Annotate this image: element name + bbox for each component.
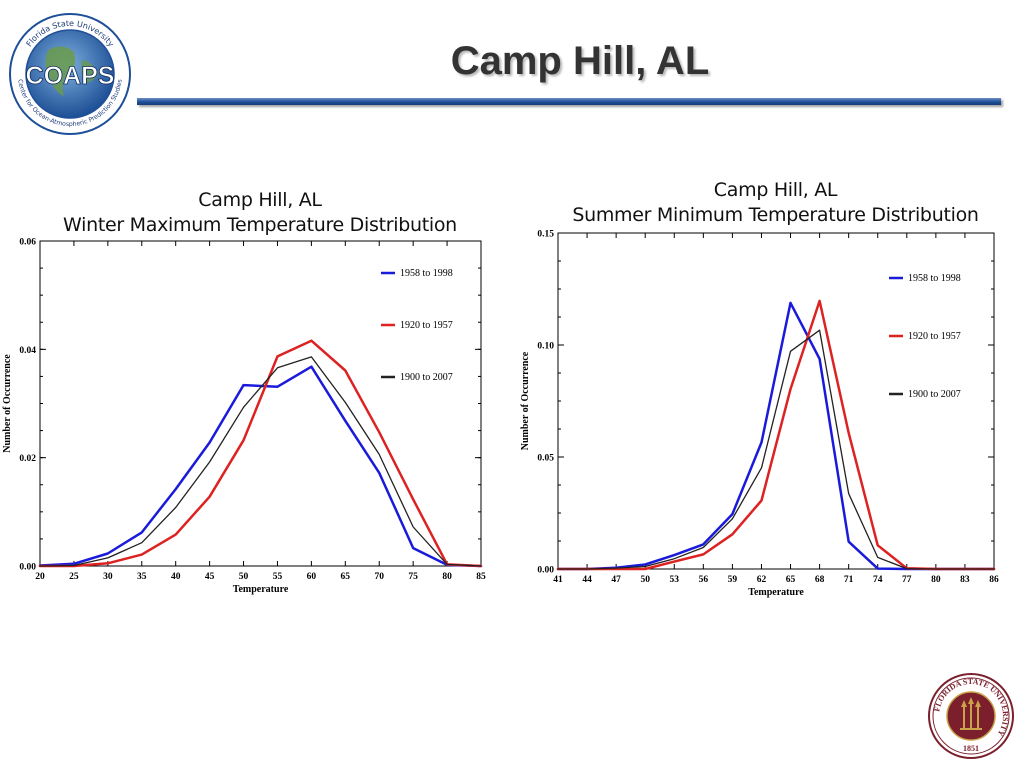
y-tick-label: 0.04: [19, 346, 36, 356]
x-tick-label: 60: [307, 572, 317, 582]
legend-label: 1900 to 2007: [908, 389, 961, 400]
summer-min-temperature-chart: 41 44 47 50 53 56 59 62 65 68 71 74 77 80 83 86 0.00 0.05…: [520, 230, 999, 599]
winter-max-temperature-chart: 20 25 30 35 40 45 50 55 60 65 70 75 80 85 0.00 0.02 0.04…: [2, 238, 486, 596]
x-tick-label: 56: [699, 575, 709, 585]
slide-title: Camp Hill, AL: [450, 39, 710, 83]
y-tick-label: 0.00: [537, 566, 554, 576]
x-tick-label: 20: [35, 572, 45, 582]
x-tick-label: 65: [341, 572, 351, 582]
x-tick-label: 80: [931, 575, 941, 585]
x-tick-label: 40: [171, 572, 181, 582]
x-tick-label: 85: [476, 572, 486, 582]
x-tick-label: 80: [442, 572, 452, 582]
x-axis-label: Temperature: [233, 584, 289, 595]
x-tick-label: 50: [640, 575, 650, 585]
right-chart-title: Camp Hill, AL Summer Minimum Temperature…: [553, 178, 998, 228]
coaps-logo: COAPS Florida State University Center fo…: [9, 13, 131, 135]
x-tick-label: 86: [989, 575, 999, 585]
series-line-1900-to-2007: [39, 356, 482, 567]
x-tick-label: 30: [103, 572, 113, 582]
series-line-1900-to-2007: [557, 329, 995, 570]
x-tick-label: 68: [815, 575, 825, 585]
torches-icon: [960, 697, 982, 730]
series-line-1958-to-1998: [38, 365, 483, 568]
x-tick-label: 25: [69, 572, 79, 582]
x-tick-label: 70: [374, 572, 384, 582]
series-line-1920-to-1957: [38, 339, 483, 568]
y-axis-label: Number of Occurrence: [2, 354, 13, 453]
left-chart-title-line1: Camp Hill, AL: [198, 189, 322, 211]
y-tick-label: 0.05: [537, 454, 554, 464]
x-tick-label: 65: [786, 575, 796, 585]
x-tick-label: 55: [273, 572, 283, 582]
fsu-seal: FLORIDA STATE UNIVERSITY 1851: [928, 673, 1014, 759]
left-chart-title: Camp Hill, AL Winter Maximum Temperature…: [40, 188, 480, 238]
y-axis-label: Number of Occurrence: [520, 351, 531, 450]
right-chart-title-line1: Camp Hill, AL: [713, 179, 838, 201]
x-tick-label: 77: [902, 575, 912, 585]
x-tick-label: 41: [553, 575, 563, 585]
legend-label: 1900 to 2007: [400, 372, 453, 383]
x-tick-label: 75: [408, 572, 418, 582]
left-chart-title-line2: Winter Maximum Temperature Distribution: [63, 214, 457, 236]
x-tick-label: 47: [611, 575, 621, 585]
x-axis-label: Temperature: [748, 587, 804, 598]
legend-label: 1958 to 1998: [400, 268, 453, 279]
y-tick-label: 0.10: [537, 342, 554, 352]
plot-area: [39, 240, 482, 567]
seal-year: 1851: [963, 744, 979, 753]
x-tick-label: 62: [757, 575, 767, 585]
y-tick-label: 0.06: [19, 238, 36, 248]
x-tick-label: 74: [873, 575, 883, 585]
x-tick-label: 53: [670, 575, 680, 585]
legend-label: 1958 to 1998: [908, 273, 961, 284]
x-tick-label: 71: [844, 575, 854, 585]
y-tick-label: 0.00: [19, 563, 36, 573]
x-tick-label: 45: [205, 572, 215, 582]
y-tick-label: 0.02: [19, 454, 36, 464]
title-divider: [137, 98, 1001, 105]
x-tick-label: 44: [582, 575, 592, 585]
logo-acronym: COAPS: [26, 62, 115, 90]
x-tick-label: 35: [137, 572, 147, 582]
x-tick-label: 59: [728, 575, 738, 585]
x-tick-label: 83: [960, 575, 970, 585]
legend-label: 1920 to 1957: [400, 320, 453, 331]
right-chart-title-line2: Summer Minimum Temperature Distribution: [572, 204, 979, 226]
series-line-1958-to-1998: [556, 301, 996, 571]
x-tick-label: 50: [239, 572, 249, 582]
legend-label: 1920 to 1957: [908, 331, 961, 342]
y-tick-label: 0.15: [537, 230, 554, 240]
